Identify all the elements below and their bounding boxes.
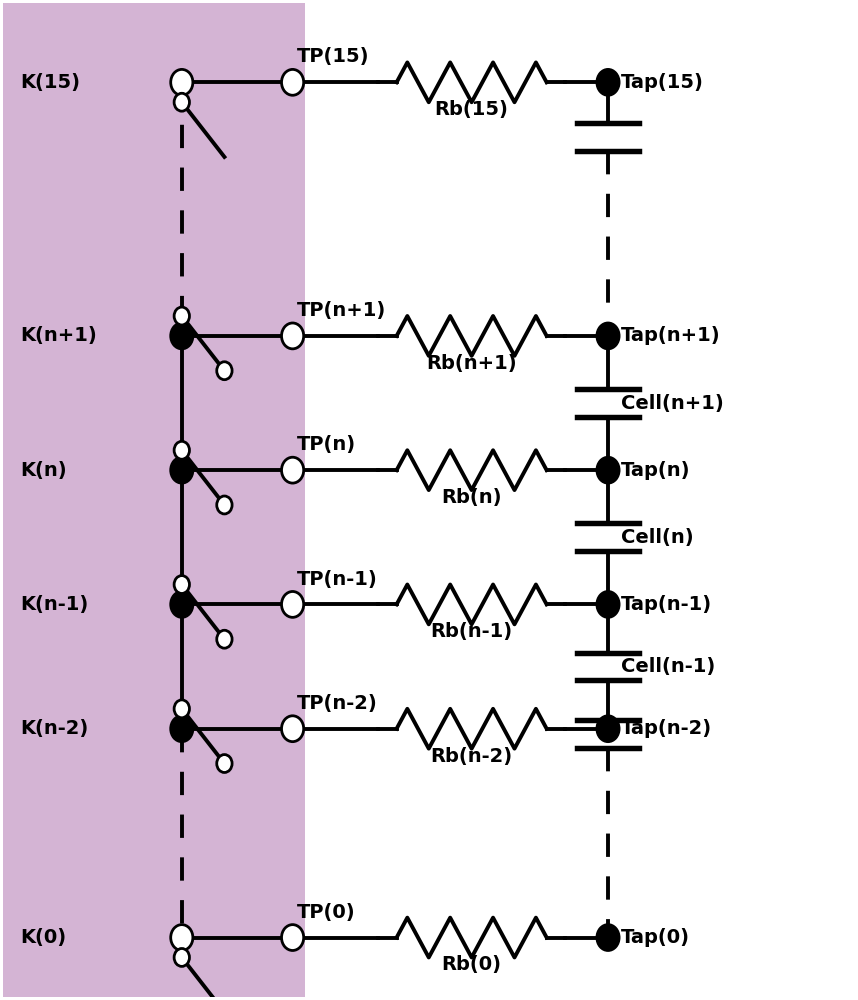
Circle shape: [597, 323, 619, 349]
Text: Rb(15): Rb(15): [435, 100, 509, 119]
Text: Cell(n+1): Cell(n+1): [621, 394, 723, 413]
Circle shape: [171, 925, 193, 950]
Circle shape: [217, 630, 232, 648]
Text: TP(n): TP(n): [297, 435, 356, 454]
Bar: [3, 3, 305, 997]
Text: K(n-2): K(n-2): [20, 719, 88, 738]
Text: Cell(n): Cell(n): [621, 528, 693, 547]
Circle shape: [281, 716, 304, 742]
Text: Tap(0): Tap(0): [621, 928, 690, 947]
Circle shape: [171, 457, 193, 483]
Text: K(15): K(15): [20, 73, 80, 92]
Text: Cell(n-1): Cell(n-1): [621, 657, 715, 676]
Text: Tap(n): Tap(n): [621, 461, 691, 480]
Circle shape: [597, 716, 619, 742]
Text: Rb(n-2): Rb(n-2): [431, 747, 513, 766]
Text: TP(15): TP(15): [297, 47, 370, 66]
Circle shape: [174, 576, 190, 593]
Circle shape: [597, 69, 619, 95]
Circle shape: [281, 925, 304, 950]
Text: K(n-1): K(n-1): [20, 595, 88, 614]
Circle shape: [174, 700, 190, 718]
Circle shape: [281, 323, 304, 349]
Text: K(n+1): K(n+1): [20, 326, 97, 345]
Circle shape: [281, 69, 304, 95]
Text: Rb(0): Rb(0): [442, 955, 502, 974]
Circle shape: [174, 441, 190, 459]
Circle shape: [597, 591, 619, 617]
Circle shape: [171, 716, 193, 742]
Circle shape: [217, 755, 232, 772]
Text: Rb(n+1): Rb(n+1): [426, 354, 517, 373]
Circle shape: [281, 457, 304, 483]
Circle shape: [217, 496, 232, 514]
Text: Rb(n): Rb(n): [441, 488, 502, 507]
Text: TP(n+1): TP(n+1): [297, 301, 386, 320]
Circle shape: [281, 591, 304, 617]
Circle shape: [174, 948, 190, 966]
Circle shape: [597, 925, 619, 950]
Text: Tap(15): Tap(15): [621, 73, 704, 92]
Circle shape: [171, 323, 193, 349]
Text: Tap(n-2): Tap(n-2): [621, 719, 712, 738]
Circle shape: [171, 591, 193, 617]
Text: Tap(n+1): Tap(n+1): [621, 326, 721, 345]
Circle shape: [174, 307, 190, 325]
Circle shape: [174, 93, 190, 111]
Text: Tap(n-1): Tap(n-1): [621, 595, 712, 614]
Circle shape: [597, 457, 619, 483]
Text: K(n): K(n): [20, 461, 66, 480]
Circle shape: [171, 69, 193, 95]
Text: TP(n-1): TP(n-1): [297, 570, 378, 589]
Circle shape: [217, 362, 232, 380]
Text: TP(n-2): TP(n-2): [297, 694, 378, 713]
Text: Rb(n-1): Rb(n-1): [431, 622, 513, 641]
Text: K(0): K(0): [20, 928, 66, 947]
Text: TP(0): TP(0): [297, 903, 355, 922]
